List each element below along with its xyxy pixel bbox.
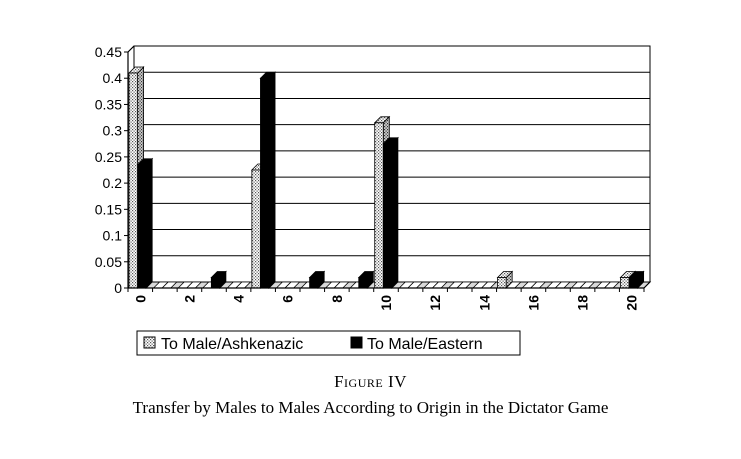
bar-front — [382, 143, 393, 289]
x-tick-label: 14 — [476, 295, 492, 311]
legend-swatch-ashkenazic — [143, 336, 156, 349]
bar-front — [497, 277, 507, 289]
x-tick-label: 4 — [231, 295, 247, 303]
y-tick-label: 0.35 — [95, 96, 122, 112]
bar-front — [620, 277, 630, 289]
x-tick-label: 10 — [378, 295, 394, 311]
y-tick-label: 0.05 — [95, 254, 122, 270]
bar-eastern — [628, 270, 645, 289]
legend-label-eastern: To Male/Eastern — [367, 336, 483, 353]
bar-front — [128, 72, 139, 289]
bar-side — [268, 71, 276, 289]
x-tick-label: 0 — [132, 295, 148, 303]
x-tick-label: 6 — [280, 295, 296, 303]
bar-front — [628, 277, 639, 289]
bar-front — [260, 77, 270, 289]
bar-front — [137, 164, 147, 289]
bar-front — [358, 277, 368, 289]
figure-title: Transfer by Males to Males According to … — [132, 398, 609, 417]
x-tick-label: 18 — [575, 295, 591, 311]
bars — [128, 66, 645, 289]
bar-eastern — [136, 157, 154, 289]
bar-eastern — [357, 270, 375, 289]
x-tick-label: 20 — [624, 295, 640, 311]
x-tick-label: 12 — [427, 295, 443, 311]
y-tick-label: 0.3 — [103, 123, 123, 139]
bar-front — [309, 277, 319, 289]
x-tick-label: 2 — [181, 295, 197, 303]
figure-caption: Figure IV Transfer by Males to Males Acc… — [0, 372, 741, 418]
y-axis-top-edge — [127, 45, 135, 53]
bar-front — [374, 122, 384, 289]
x-tick-label: 16 — [525, 295, 541, 311]
legend-swatch-eastern — [350, 336, 363, 349]
y-tick-label: 0.15 — [95, 201, 122, 217]
x-axis-ticks: 0 2 4 6 8 10 12 14 16 18 20 — [127, 288, 645, 311]
x-tick-label: 8 — [329, 295, 345, 303]
bar-eastern — [308, 270, 326, 289]
axes — [127, 45, 651, 289]
y-tick-label: 0.45 — [95, 44, 122, 60]
x-axis-end-edge — [643, 281, 651, 289]
y-axis-ticks: 0 0.05 0.1 0.15 0.2 0.25 0.3 0.35 0.4 0.45 — [95, 44, 128, 296]
legend-box — [136, 330, 521, 356]
bar-front — [251, 169, 261, 289]
bar-side — [145, 157, 153, 289]
bar-side — [391, 136, 399, 289]
y-tick-label: 0.1 — [103, 228, 123, 244]
bar-eastern — [210, 270, 227, 289]
bar-front — [210, 277, 221, 289]
bar-eastern — [259, 71, 277, 289]
y-tick-label: 0.2 — [103, 175, 123, 191]
chart: 0 0.05 0.1 0.15 0.2 0.25 0.3 0.35 0.4 0.45 0 2 4 6 8 1… — [95, 44, 652, 356]
legend-label-ashkenazic: To Male/Ashkenazic — [161, 336, 303, 353]
legend: To Male/Ashkenazic To Male/Eastern — [136, 330, 521, 356]
figure-label: Figure IV — [334, 372, 407, 391]
y-tick-label: 0.25 — [95, 149, 122, 165]
y-tick-label: 0 — [114, 280, 122, 296]
bar-eastern — [382, 136, 399, 289]
y-tick-label: 0.4 — [103, 70, 123, 86]
